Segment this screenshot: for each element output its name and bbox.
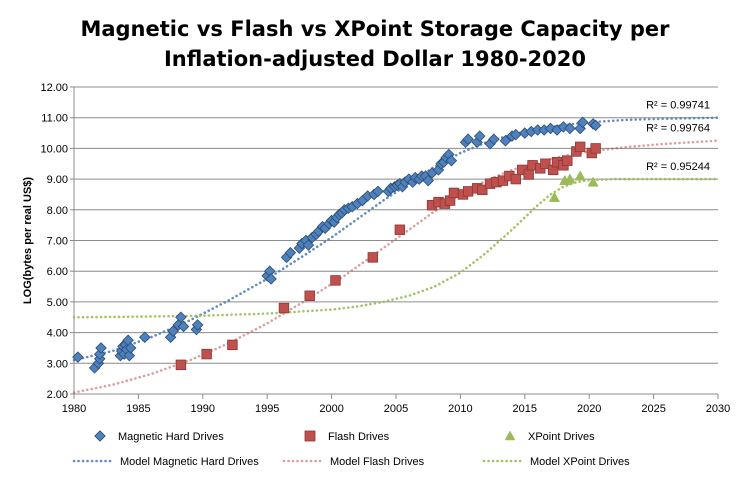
legend: Magnetic Hard Drives Flash Drives XPoint D… — [72, 430, 630, 468]
data-point-square — [540, 158, 551, 169]
y-tick-label: 3.00 — [47, 358, 68, 370]
model-curves — [72, 116, 720, 394]
data-point-diamond — [422, 174, 434, 187]
y-tick-label: 6.00 — [47, 266, 68, 278]
data-point-square — [201, 348, 212, 360]
data-point-square — [562, 155, 573, 166]
data-point-diamond — [139, 331, 151, 343]
model-curve-2 — [72, 139, 720, 394]
data-point-square — [590, 143, 601, 154]
data-point-diamond — [265, 273, 277, 285]
chart-title-line-1: Magnetic vs Flash vs XPoint Storage Capa… — [80, 17, 670, 41]
data-point-square — [448, 187, 460, 199]
data-point-square — [462, 186, 474, 197]
data-point-diamond — [499, 134, 512, 147]
x-tick-label: 2015 — [513, 403, 537, 415]
data-point-square — [510, 173, 521, 185]
x-tick-label: 2000 — [319, 403, 343, 415]
x-tick-label: 1995 — [255, 403, 279, 415]
data-point-diamond — [302, 239, 315, 251]
data-point-diamond — [167, 325, 179, 337]
y-tick-label: 5.00 — [47, 297, 68, 309]
y-tick-label: 11.00 — [41, 113, 68, 125]
data-point-square — [278, 302, 290, 314]
legend-model-label-3: Model XPoint Drives — [530, 456, 630, 468]
x-tick-label: 2005 — [384, 403, 408, 415]
y-axis-label: LOG(bytes per real US$) — [22, 177, 34, 304]
y-tick-label: 10.00 — [40, 143, 68, 155]
data-point-diamond — [94, 430, 106, 442]
legend-label-3: XPoint Drives — [528, 431, 595, 443]
data-point-diamond — [589, 119, 602, 132]
x-tick-label: 1980 — [62, 403, 86, 415]
data-point-diamond — [93, 348, 106, 360]
data-point-diamond — [445, 154, 458, 167]
data-point-square — [523, 169, 534, 180]
y-tick-label: 12.00 — [40, 82, 68, 94]
labels-layer: R² = 0.99741 R² = 0.99764 R² = 0.95244 — [646, 100, 710, 173]
y-tick-label: 8.00 — [47, 205, 68, 217]
data-point-triangle — [548, 191, 561, 202]
data-point-diamond — [576, 116, 589, 129]
chart-title-line-2: Inflation-adjusted Dollar 1980-2020 — [163, 47, 586, 71]
data-point-diamond — [177, 320, 190, 333]
data-point-square — [227, 339, 238, 351]
x-tick-label: 1985 — [126, 403, 150, 415]
r-squared-label-1: R² = 0.99741 — [646, 100, 710, 112]
axes-layer: 2.00 3.00 4.00 5.00 6.00 7.00 8.00 9.00 10.00 11.… — [22, 82, 730, 415]
data-point-square — [394, 224, 406, 235]
x-tick-label: 2010 — [448, 403, 472, 415]
data-point-square — [574, 141, 586, 153]
data-point-diamond — [72, 351, 84, 363]
data-point-square — [175, 359, 187, 371]
data-point-diamond — [488, 133, 500, 145]
data-point-square — [367, 252, 379, 263]
chart-title: Magnetic vs Flash vs XPoint Storage Capa… — [0, 14, 750, 74]
data-point-square — [304, 430, 316, 442]
data-point-diamond — [473, 130, 486, 142]
legend-label-1: Magnetic Hard Drives — [118, 431, 224, 443]
data-point-diamond — [124, 342, 137, 354]
data-point-diamond — [175, 311, 187, 324]
y-tick-label: 2.00 — [47, 389, 68, 401]
data-markers — [72, 116, 602, 374]
data-point-triangle — [504, 430, 516, 441]
data-point-square — [330, 275, 341, 286]
data-point-triangle — [564, 173, 576, 184]
model-curve-3 — [72, 177, 720, 319]
y-tick-label: 7.00 — [47, 236, 68, 248]
data-point-diamond — [191, 319, 204, 331]
legend-model-label-2: Model Flash Drives — [330, 456, 425, 468]
data-point-square — [477, 184, 488, 196]
legend-label-2: Flash Drives — [328, 431, 390, 443]
y-tick-label: 4.00 — [47, 328, 68, 340]
r-squared-label-3: R² = 0.95244 — [646, 161, 710, 173]
legend-model-label-1: Model Magnetic Hard Drives — [120, 456, 259, 468]
x-tick-label: 2020 — [577, 403, 601, 415]
data-point-diamond — [372, 185, 384, 198]
data-point-diamond — [284, 247, 297, 259]
y-tick-label: 9.00 — [47, 174, 68, 186]
data-point-triangle — [587, 176, 599, 187]
data-point-diamond — [95, 342, 107, 354]
x-tick-label: 2025 — [641, 403, 665, 415]
r-squared-label-2: R² = 0.99764 — [646, 123, 710, 135]
data-point-triangle — [574, 170, 586, 181]
x-tick-label: 2030 — [706, 403, 730, 415]
data-point-diamond — [462, 133, 474, 145]
data-point-diamond — [123, 349, 136, 362]
data-point-diamond — [564, 122, 576, 135]
data-point-square — [304, 290, 315, 301]
x-tick-label: 1990 — [191, 403, 215, 415]
